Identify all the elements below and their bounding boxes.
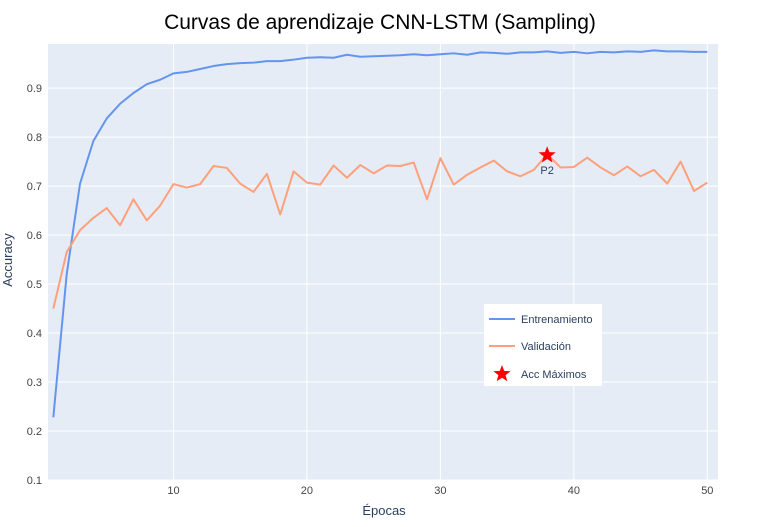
x-tick-label: 10 bbox=[167, 485, 179, 497]
series-line-validacion[interactable] bbox=[52, 153, 708, 309]
y-tick-label: 0.1 bbox=[27, 475, 42, 487]
plot-area bbox=[48, 44, 718, 480]
y-axis-label: Accuracy bbox=[0, 233, 15, 287]
legend-star-icon bbox=[493, 365, 511, 382]
series-line-entrenamiento[interactable] bbox=[52, 49, 708, 418]
chart-title: Curvas de aprendizaje CNN-LSTM (Sampling… bbox=[164, 11, 596, 34]
y-tick-label: 0.2 bbox=[27, 426, 42, 438]
y-tick-label: 0.8 bbox=[27, 132, 42, 144]
legend-acc-maximos[interactable]: Acc Máximos bbox=[521, 369, 587, 381]
max-accuracy-star-icon[interactable] bbox=[538, 146, 556, 163]
x-tick-label: 40 bbox=[568, 485, 580, 497]
y-tick-label: 0.7 bbox=[27, 181, 42, 193]
x-tick-label: 20 bbox=[301, 485, 313, 497]
y-tick-label: 0.5 bbox=[27, 279, 42, 291]
y-tick-label: 0.9 bbox=[27, 83, 42, 95]
y-tick-label: 0.3 bbox=[27, 377, 42, 389]
legend-validacion[interactable]: Validación bbox=[521, 341, 571, 353]
legend-entrenamiento[interactable]: Entrenamiento bbox=[521, 314, 593, 326]
max-point-label: P2 bbox=[540, 165, 553, 177]
x-tick-label: 30 bbox=[434, 485, 446, 497]
legend: Entrenamiento Validación Acc Máximos bbox=[484, 304, 602, 386]
legend-star-shape bbox=[493, 365, 511, 382]
y-tick-label: 0.6 bbox=[27, 230, 42, 242]
y-tick-label: 0.4 bbox=[27, 328, 42, 340]
x-tick-label: 50 bbox=[701, 485, 713, 497]
x-axis-label: Épocas bbox=[362, 503, 406, 518]
